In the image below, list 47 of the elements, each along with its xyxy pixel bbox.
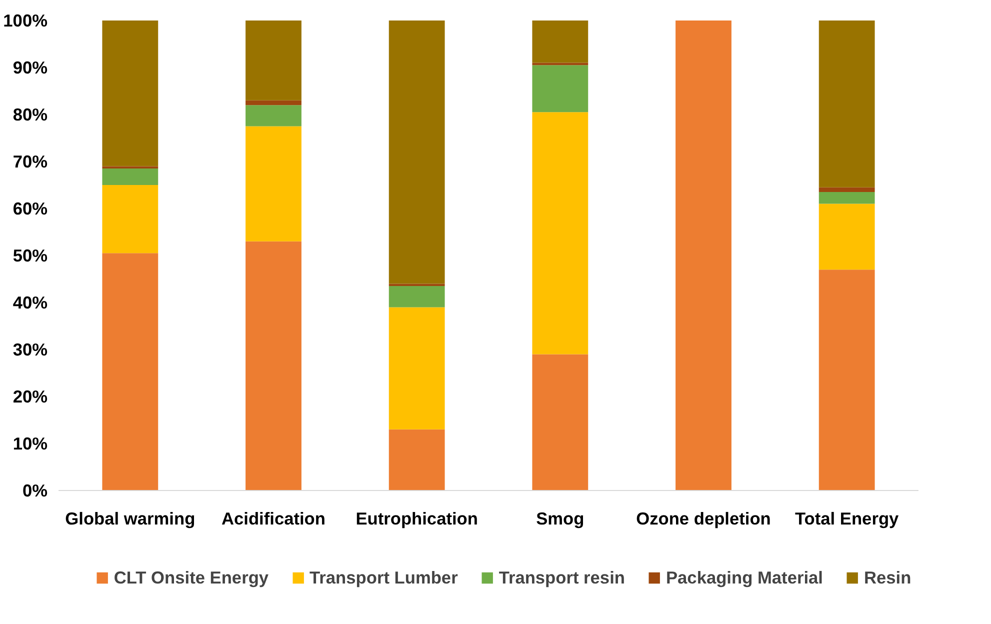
bar: [532, 65, 588, 112]
legend-label: CLT Onsite Energy: [114, 567, 269, 588]
bar: [102, 20, 158, 166]
y-tick-label: 90%: [12, 58, 48, 78]
y-tick-label: 60%: [12, 198, 48, 218]
x-tick-label: Smog: [536, 508, 584, 528]
bar: [818, 270, 875, 490]
y-tick-label: 50%: [12, 246, 48, 266]
bar: [532, 112, 588, 354]
bar: [246, 241, 302, 490]
y-tick-label: 40%: [12, 292, 48, 312]
bar: [676, 20, 732, 490]
bar: [246, 100, 302, 106]
legend-label: Transport resin: [498, 567, 625, 588]
y-tick-label: 20%: [12, 386, 48, 406]
bar: [532, 354, 588, 490]
bar: [102, 168, 158, 185]
bar: [246, 20, 302, 100]
y-tick-label: 0%: [22, 480, 48, 500]
y-tick-label: 30%: [12, 340, 48, 360]
bar: [818, 204, 875, 270]
x-tick-label: Eutrophication: [356, 508, 478, 528]
legend-label: Resin: [864, 567, 912, 588]
y-tick-label: 100%: [3, 10, 48, 30]
y-tick-label: 70%: [12, 152, 48, 172]
bar: [388, 429, 445, 490]
legend-label: Packaging Material: [666, 567, 823, 588]
bar: [102, 166, 158, 169]
y-tick-label: 80%: [12, 104, 48, 124]
x-tick-label: Ozone depletion: [636, 508, 771, 528]
bar: [246, 126, 302, 242]
legend-label: Transport Lumber: [310, 567, 458, 588]
bar: [532, 20, 588, 63]
bar: [388, 307, 445, 430]
bar: [388, 284, 445, 286]
bar: [388, 286, 445, 308]
bar: [102, 185, 158, 254]
bar: [388, 20, 445, 284]
bar: [818, 187, 875, 192]
x-tick-label: Global warming: [65, 508, 196, 528]
x-tick-label: Acidification: [222, 508, 326, 528]
bar: [818, 20, 875, 188]
bar: [818, 192, 875, 204]
y-tick-label: 10%: [12, 434, 48, 454]
bar: [102, 253, 158, 490]
bar: [246, 105, 302, 126]
x-tick-label: Total Energy: [795, 508, 900, 528]
